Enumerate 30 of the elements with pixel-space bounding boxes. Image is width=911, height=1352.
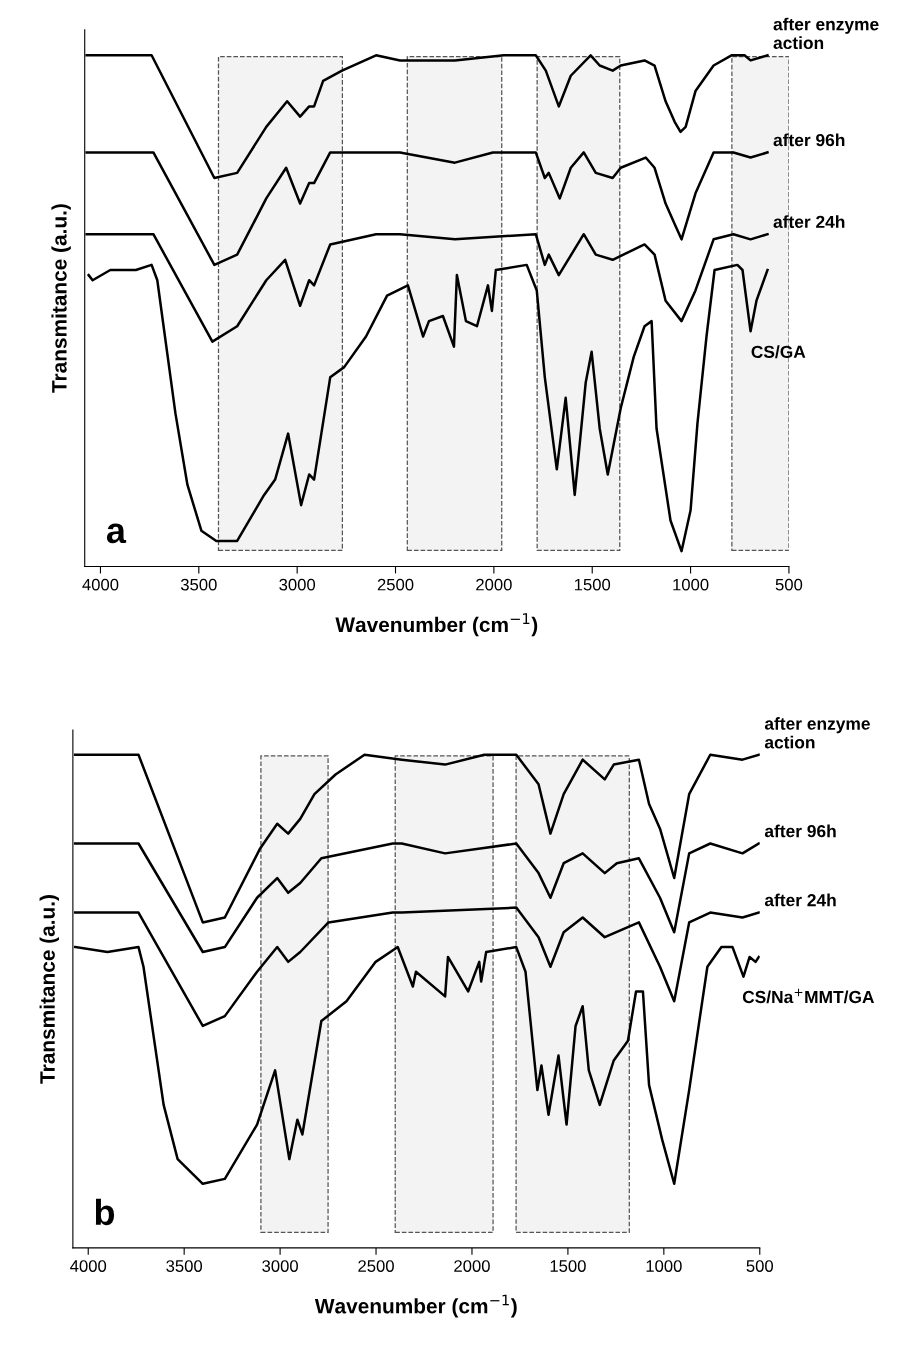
x-tick-label: 2000 (476, 578, 512, 591)
x-tick-label: 2500 (377, 578, 414, 591)
x-tick-label: 4000 (70, 1260, 107, 1272)
x-tick-label: 1000 (673, 578, 709, 591)
series-label: after 96h (764, 824, 836, 838)
series-label: after 96h (773, 133, 845, 147)
x-axis-title: Wavenumber (cm$^{−1}$) (335, 613, 538, 637)
x-tick-label: 3500 (166, 1260, 203, 1272)
series-label: after enzyme action (773, 17, 879, 50)
x-tick-label: 1500 (550, 1260, 586, 1272)
series-label: after 24h (764, 893, 836, 907)
y-axis-title: Transmitance (a.u.) (39, 895, 59, 1084)
x-tick-label: 4000 (82, 578, 119, 591)
x-tick-label: 500 (746, 1260, 774, 1272)
series-label: CS/GA (751, 345, 806, 359)
x-tick-label: 3000 (262, 1260, 298, 1272)
series-label: after enzyme action (764, 717, 870, 749)
series-label: after 24h (773, 215, 845, 229)
y-axis-title: Transmitance (a.u.) (51, 204, 71, 393)
x-tick-label: 1500 (574, 578, 611, 591)
series-label: CS/Na$^{+}$MMT/GA (742, 988, 875, 1004)
x-axis-title: Wavenumber (cm$^{−1}$) (314, 1294, 517, 1318)
x-tick-label: 2000 (454, 1260, 490, 1272)
x-tick-label: 3000 (279, 578, 316, 591)
annotation: a (106, 523, 127, 544)
x-tick-label: 500 (775, 578, 803, 591)
annotation: b (95, 1198, 115, 1226)
x-tick-label: 3500 (180, 578, 217, 591)
x-tick-label: 1000 (646, 1260, 682, 1272)
x-tick-label: 2500 (358, 1260, 394, 1272)
